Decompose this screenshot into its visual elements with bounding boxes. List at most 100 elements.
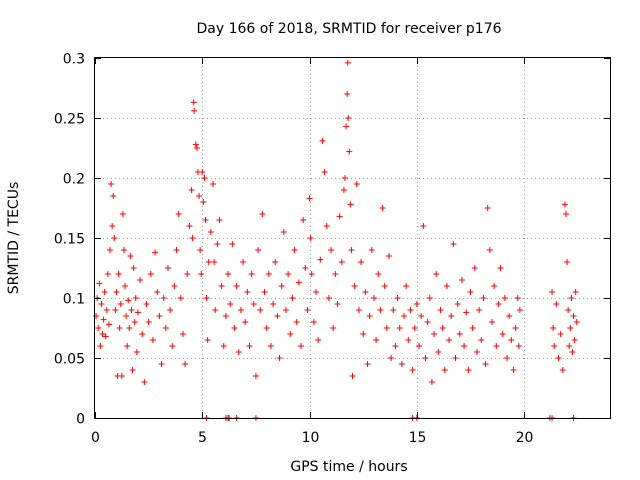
data-point <box>261 289 268 295</box>
data-point <box>133 349 140 355</box>
data-point <box>495 301 502 307</box>
data-point <box>197 247 204 253</box>
data-point <box>111 235 118 241</box>
data-point <box>565 307 572 313</box>
data-point <box>340 187 347 193</box>
data-point <box>418 313 425 319</box>
data-point <box>348 247 355 253</box>
data-point <box>346 148 353 155</box>
data-point <box>355 307 362 313</box>
data-point <box>486 247 493 253</box>
data-point <box>422 355 429 361</box>
data-point <box>244 289 251 295</box>
data-point <box>515 343 522 349</box>
data-point <box>345 115 352 121</box>
data-point <box>343 123 350 130</box>
data-point <box>388 355 395 361</box>
data-point <box>131 319 138 325</box>
data-point <box>351 283 358 289</box>
data-point <box>328 247 335 253</box>
grid <box>95 58 610 418</box>
data-points <box>93 59 580 421</box>
data-point <box>248 271 255 277</box>
data-point <box>235 349 242 355</box>
data-point <box>246 343 253 349</box>
data-point <box>218 283 225 289</box>
data-point <box>272 259 279 265</box>
data-point <box>561 201 568 208</box>
data-point <box>252 373 259 379</box>
data-point <box>313 289 320 295</box>
data-point <box>96 280 103 287</box>
x-tick-label: 0 <box>91 430 100 446</box>
data-point <box>403 283 410 289</box>
data-point <box>109 223 116 229</box>
data-point <box>461 343 468 349</box>
data-point <box>134 309 141 316</box>
data-point <box>362 289 369 295</box>
data-point <box>97 343 104 349</box>
data-point <box>115 271 122 277</box>
data-point <box>336 213 343 220</box>
data-point <box>147 271 154 277</box>
data-point <box>164 265 171 271</box>
x-axis: 0 5 10 15 20 <box>91 58 533 446</box>
data-point <box>302 265 309 271</box>
data-point <box>216 217 223 223</box>
data-point <box>443 283 450 289</box>
data-point <box>198 271 205 277</box>
data-point <box>145 319 152 325</box>
data-point <box>199 169 206 175</box>
data-point <box>569 349 576 355</box>
data-point <box>93 313 100 319</box>
data-point <box>282 307 289 313</box>
data-point <box>214 241 221 247</box>
data-point <box>124 343 131 349</box>
data-point <box>129 367 136 373</box>
data-point <box>473 349 480 355</box>
data-point <box>287 331 294 337</box>
data-point <box>566 343 573 349</box>
chart-title: Day 166 of 2018, SRMTID for receiver p17… <box>196 21 501 37</box>
data-point <box>220 343 227 349</box>
x-tick-label: 20 <box>516 430 534 446</box>
data-point <box>237 307 244 313</box>
data-point <box>469 325 476 331</box>
data-point <box>476 307 483 313</box>
y-tick-label: 0.3 <box>63 52 85 68</box>
data-point <box>229 241 236 247</box>
data-point <box>295 279 302 286</box>
data-point <box>276 355 283 361</box>
data-point <box>497 265 504 271</box>
data-point <box>119 211 126 217</box>
data-point <box>95 325 102 331</box>
data-point <box>375 271 382 277</box>
data-point <box>204 337 211 343</box>
data-point <box>107 247 114 253</box>
data-point <box>190 99 197 106</box>
data-point <box>201 175 208 181</box>
data-point <box>516 307 523 313</box>
data-point <box>381 283 388 289</box>
data-point <box>488 319 495 325</box>
data-point <box>100 316 107 323</box>
data-point <box>424 319 431 325</box>
data-point <box>321 169 328 175</box>
data-point <box>563 211 570 217</box>
data-point <box>549 289 556 295</box>
data-point <box>300 217 307 223</box>
data-point <box>456 331 463 337</box>
data-point <box>120 247 127 253</box>
data-point <box>484 205 491 211</box>
y-tick-label: 0.25 <box>54 112 85 128</box>
data-point <box>341 175 348 181</box>
data-point <box>203 295 210 301</box>
data-point <box>573 319 580 325</box>
data-point <box>188 187 195 193</box>
data-point <box>267 343 274 349</box>
data-point <box>567 325 574 331</box>
data-point <box>315 337 322 343</box>
data-point <box>169 343 176 349</box>
data-point <box>377 307 384 313</box>
